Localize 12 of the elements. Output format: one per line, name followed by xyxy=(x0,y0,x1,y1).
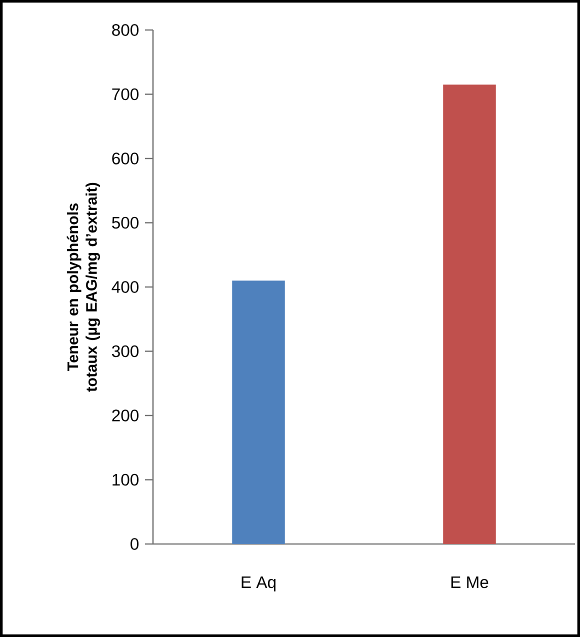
y-tick-label: 100 xyxy=(112,474,139,486)
y-tick-label: 300 xyxy=(112,345,139,358)
y-tick-label: 200 xyxy=(112,410,139,422)
y-tick-label: 600 xyxy=(112,152,139,164)
x-tick-label: E Aq xyxy=(242,576,276,592)
y-tick-label: 0 xyxy=(130,538,139,550)
y-tick-label: 800 xyxy=(112,24,139,36)
y-axis-title: Teneur en polyphénols totaux (µg EAG/mg d’extrait) xyxy=(66,182,100,392)
y-tick-label: 500 xyxy=(112,216,139,229)
y-tick-label: 400 xyxy=(112,281,139,293)
x-tick-label: E Me xyxy=(451,576,488,588)
y-tick-label: 700 xyxy=(112,88,139,100)
